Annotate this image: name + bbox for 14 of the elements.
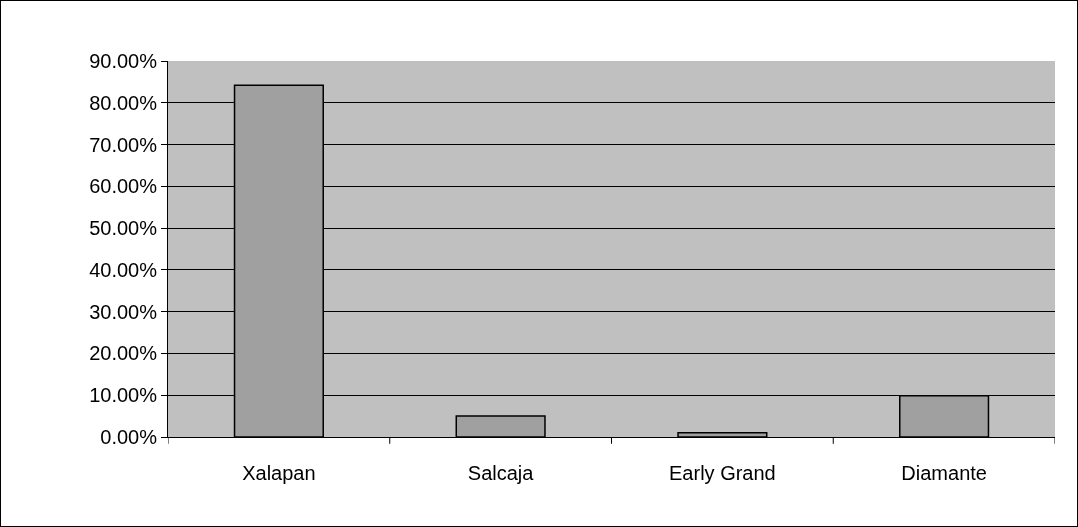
y-tick-label: 60.00% [89, 175, 158, 198]
y-tick-label: 80.00% [89, 91, 158, 114]
y-tick-label: 40.00% [89, 258, 158, 281]
y-tick-label: 90.00% [89, 50, 158, 72]
y-tick-label: 30.00% [89, 300, 158, 323]
y-tick-label: 50.00% [89, 217, 158, 240]
y-tick-label: 0.00% [100, 426, 158, 448]
x-tick-label: Salcaja [467, 462, 535, 484]
x-tick-label: Early Grand [669, 462, 776, 484]
y-tick-label: 10.00% [89, 384, 158, 407]
y-tick-label: 70.00% [89, 133, 158, 156]
x-tick-label: Xalapan [242, 462, 316, 484]
y-tick-label: 20.00% [89, 342, 158, 365]
x-tick-label: Diamante [901, 462, 987, 484]
